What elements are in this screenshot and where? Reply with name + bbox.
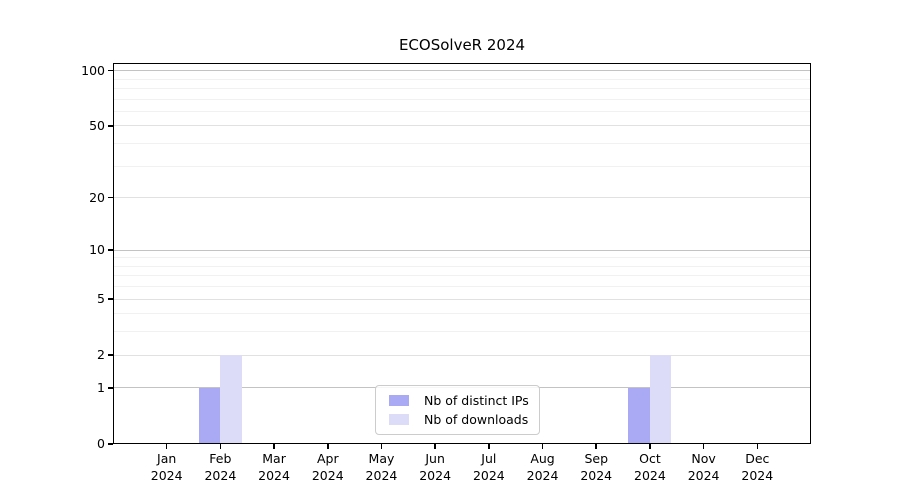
gridline-y-70 [113,98,811,100]
gridline-y-20 [113,197,811,199]
gridline-y-50 [113,125,811,127]
x-tick-month-sep: Sep [584,451,608,466]
bar-nb-of-downloads-feb-2024 [220,355,242,444]
x-tick-year-may: 2024 [365,467,398,483]
x-tick-month-jan: Jan [157,451,177,466]
x-tick-month-aug: Aug [530,451,555,466]
x-tick-mark-jan-2024 [165,444,168,449]
x-tick-month-dec: Dec [745,451,770,466]
gridline-y-4 [113,313,811,315]
x-tick-month-nov: Nov [691,451,716,466]
legend-item-downloads: Nb of downloads [389,411,529,428]
x-tick-year-mar: 2024 [258,467,290,483]
y-tick-label-0: 0 [97,436,105,451]
gridline-y-90 [113,78,811,80]
gridline-y-5 [113,298,811,300]
x-tick-year-dec: 2024 [741,467,774,483]
legend-label-distinct-ips: Nb of distinct IPs [424,393,529,408]
bars-layer [113,63,811,444]
bar-nb-of-distinct-ips-feb-2024 [198,387,221,444]
x-tick-label-jun-2024: Jun 2024 [393,451,477,484]
y-tick-label-100: 100 [81,62,105,78]
y-tick-label-50: 50 [89,117,105,133]
x-tick-label-sep-2024: Sep 2024 [554,451,638,484]
x-tick-label-jan-2024: Jan 2024 [125,451,209,484]
x-tick-year-oct: 2024 [634,467,666,483]
x-tick-month-apr: Apr [316,451,339,466]
chart-title: ECOSolveR 2024 [398,36,526,54]
x-tick-month-mar: Mar [262,451,286,466]
gridline-y-40 [113,143,811,145]
x-tick-mark-nov-2024 [702,444,705,449]
x-tick-year-jan: 2024 [150,467,183,483]
y-tick-label-1: 1 [97,379,105,395]
x-tick-label-apr-2024: Apr 2024 [286,451,370,484]
x-tick-label-aug-2024: Aug 2024 [501,451,585,484]
x-tick-year-nov: 2024 [687,467,720,483]
x-tick-year-jul: 2024 [472,467,505,483]
plot-area: Nb of distinct IPs Nb of downloads [113,63,811,444]
x-tick-label-may-2024: May 2024 [339,451,423,484]
gridline-y-30 [113,165,811,167]
x-tick-mark-sep-2024 [595,444,597,449]
x-tick-label-feb-2024: Feb 2024 [178,451,262,484]
y-tick-label-10: 10 [89,242,105,257]
x-tick-mark-feb-2024 [219,444,222,449]
legend-swatch-distinct-ips [389,395,409,406]
gridline-y-80 [113,87,811,89]
gridline-y-10 [113,249,811,251]
bar-nb-of-downloads-oct-2024 [649,355,672,444]
x-tick-mark-aug-2024 [541,444,544,449]
x-tick-label-nov-2024: Nov 2024 [662,451,746,484]
bar-nb-of-distinct-ips-oct-2024 [628,387,650,444]
x-tick-month-may: May [368,451,395,466]
gridline-y-6 [113,286,811,288]
x-tick-year-feb: 2024 [204,467,237,483]
y-tick-label-5: 5 [97,291,105,307]
x-tick-label-mar-2024: Mar 2024 [232,451,316,484]
x-tick-mark-dec-2024 [756,444,759,449]
x-tick-month-feb: Feb [209,451,232,466]
gridline-y-2 [113,354,811,356]
x-tick-label-dec-2024: Dec 2024 [715,451,799,484]
legend-item-distinct-ips: Nb of distinct IPs [389,392,529,409]
x-tick-mark-jun-2024 [434,444,436,449]
legend-label-downloads: Nb of downloads [424,412,529,427]
gridline-y-60 [113,110,811,112]
x-tick-mark-oct-2024 [649,444,651,449]
gridline-y-8 [113,265,811,267]
gridline-y-3 [113,331,811,333]
x-tick-mark-mar-2024 [273,444,275,449]
x-tick-year-apr: 2024 [311,467,344,483]
x-tick-mark-apr-2024 [327,444,329,449]
legend-swatch-downloads [389,414,409,425]
y-tick-label-2: 2 [97,347,105,363]
x-tick-year-aug: 2024 [526,467,559,483]
gridline-y-100 [113,70,811,72]
gridline-y-9 [113,257,811,259]
x-tick-year-jun: 2024 [419,467,452,483]
x-tick-label-oct-2024: Oct 2024 [608,451,692,484]
x-tick-month-oct: Oct [639,451,661,466]
legend: Nb of distinct IPs Nb of downloads [375,385,540,435]
y-tick-label-20: 20 [89,189,105,205]
x-tick-month-jul: Jul [481,451,497,466]
x-tick-mark-jul-2024 [488,444,490,449]
x-tick-year-sep: 2024 [580,467,613,483]
x-tick-label-jul-2024: Jul 2024 [447,451,531,484]
gridline-y-7 [113,275,811,277]
x-tick-month-jun: Jun [425,451,445,466]
x-tick-mark-may-2024 [380,444,383,449]
